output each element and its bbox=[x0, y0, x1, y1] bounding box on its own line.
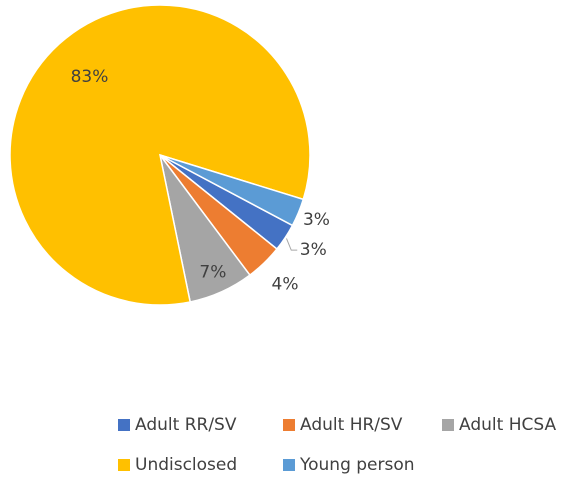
legend-swatch bbox=[442, 419, 454, 431]
legend-swatch bbox=[118, 419, 130, 431]
data-label: 3% bbox=[303, 210, 330, 230]
data-label: 83% bbox=[71, 67, 109, 87]
legend-label: Undisclosed bbox=[135, 455, 237, 475]
legend-swatch bbox=[283, 419, 295, 431]
legend-label: Adult HR/SV bbox=[300, 415, 403, 435]
data-label: 3% bbox=[300, 240, 327, 260]
legend-label: Adult RR/SV bbox=[135, 415, 237, 435]
legend-label: Young person bbox=[299, 455, 415, 475]
legend-swatch bbox=[283, 459, 295, 471]
pie-slice bbox=[159, 154, 305, 227]
leader-line bbox=[286, 238, 298, 251]
data-label: 4% bbox=[272, 274, 299, 294]
data-label: 7% bbox=[199, 263, 226, 283]
legend-label: Adult HCSA bbox=[459, 415, 556, 435]
legend-swatch bbox=[118, 459, 130, 471]
